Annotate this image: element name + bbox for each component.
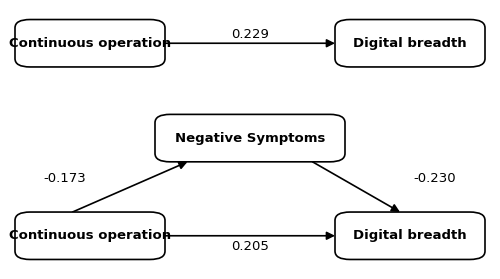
Text: Negative Symptoms: Negative Symptoms — [175, 132, 325, 145]
Text: 0.205: 0.205 — [231, 240, 269, 253]
FancyBboxPatch shape — [155, 114, 345, 162]
FancyBboxPatch shape — [335, 20, 485, 67]
Text: -0.173: -0.173 — [44, 172, 86, 185]
Text: Digital breadth: Digital breadth — [353, 229, 467, 242]
Text: 0.229: 0.229 — [231, 28, 269, 41]
Text: Continuous operation: Continuous operation — [9, 37, 171, 50]
Text: Digital breadth: Digital breadth — [353, 37, 467, 50]
FancyBboxPatch shape — [335, 212, 485, 259]
Text: Continuous operation: Continuous operation — [9, 229, 171, 242]
Text: -0.230: -0.230 — [414, 172, 457, 185]
FancyBboxPatch shape — [15, 20, 165, 67]
FancyBboxPatch shape — [15, 212, 165, 259]
